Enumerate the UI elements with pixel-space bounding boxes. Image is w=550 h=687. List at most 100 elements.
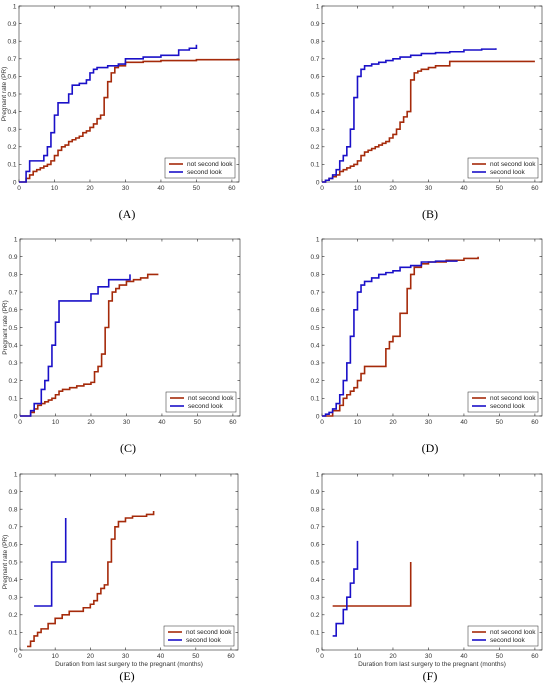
y-tick-label: 0.2: [8, 378, 17, 385]
x-tick-label: 20: [389, 653, 397, 660]
x-tick-label: 50: [496, 653, 504, 660]
legend-entry: second look: [188, 403, 223, 410]
x-tick-label: 0: [17, 185, 21, 192]
x-tick-label: 40: [460, 185, 468, 192]
y-tick-label: 0: [316, 413, 320, 420]
y-tick-label: 0.3: [310, 360, 319, 367]
x-tick-label: 0: [18, 419, 22, 426]
x-tick-label: 10: [354, 419, 362, 426]
y-tick-label: 0.6: [8, 307, 17, 314]
x-tick-label: 30: [425, 185, 433, 192]
y-tick-label: 0.1: [310, 162, 319, 169]
x-tick-label: 30: [122, 653, 130, 660]
x-tick-label: 60: [531, 653, 539, 660]
chart-panel-2: 00.10.20.30.40.50.60.70.80.910 10 20 30 40 50…: [310, 3, 543, 221]
legend-box: [467, 625, 539, 647]
legend-entry: not second look: [186, 629, 232, 636]
y-tick-label: 0.1: [310, 630, 319, 637]
y-tick-label: 0.3: [310, 127, 319, 134]
chart-panel-6: 00.10.20.30.40.50.60.70.80.910 10 20 30 40 50…: [310, 471, 543, 683]
x-axis-label: Duration from last surgery to the pregna…: [358, 661, 506, 668]
x-tick-label: 30: [425, 653, 433, 660]
x-tick-label: 10: [354, 185, 362, 192]
x-tick-label: 20: [86, 185, 94, 192]
legend-entry: not second look: [188, 395, 234, 402]
y-tick-label: 0.9: [310, 21, 319, 28]
x-tick-label: 0: [320, 653, 324, 660]
y-tick-label: 0.5: [7, 91, 16, 98]
legend-entry: second look: [490, 169, 525, 176]
y-tick-label: 0.6: [310, 542, 319, 549]
x-tick-label: 50: [496, 185, 504, 192]
x-tick-label: 40: [460, 419, 468, 426]
y-tick-label: 0.2: [310, 378, 319, 385]
panel-label: (C): [120, 441, 136, 455]
y-tick-label: 0.5: [8, 559, 17, 566]
series-line-second-look: [322, 48, 497, 183]
x-tick-label: 10: [52, 419, 60, 426]
panel-label: (E): [119, 669, 134, 683]
x-tick-label: 30: [122, 185, 130, 192]
y-tick-label: 0.9: [8, 489, 17, 496]
plot-frame: [18, 5, 240, 183]
x-tick-label: 40: [157, 653, 165, 660]
x-tick-label: 30: [425, 419, 433, 426]
series-line-second-look: [332, 540, 359, 637]
x-tick-label: 30: [123, 419, 131, 426]
x-tick-label: 60: [229, 419, 237, 426]
y-tick-label: 1: [316, 471, 320, 478]
y-tick-label: 0: [14, 647, 18, 654]
x-axis-label: Duration from last surgery to the pregna…: [55, 661, 203, 668]
series-line-second-look: [322, 260, 458, 417]
x-tick-label: 10: [51, 185, 59, 192]
plot-frame: [321, 473, 543, 651]
y-tick-label: 0.3: [8, 595, 17, 602]
legend-entry: second look: [490, 403, 525, 410]
y-tick-label: 0.3: [7, 127, 16, 134]
legend-entry: not second look: [187, 161, 233, 168]
legend-entry: not second look: [490, 161, 536, 168]
y-tick-label: 0.9: [310, 489, 319, 496]
x-tick-label: 60: [228, 185, 236, 192]
legend-entry: second look: [490, 637, 525, 644]
y-tick-label: 1: [316, 236, 320, 243]
y-tick-label: 0.4: [7, 109, 16, 116]
y-tick-label: 0.8: [7, 39, 16, 46]
y-tick-label: 0.9: [8, 254, 17, 261]
x-tick-label: 50: [193, 185, 201, 192]
y-tick-label: 1: [14, 471, 18, 478]
y-tick-label: 0.2: [7, 144, 16, 151]
y-tick-label: 0.8: [310, 39, 319, 46]
series-line-not-second-look: [19, 58, 240, 183]
chart-panel-4: 00.10.20.30.40.50.60.70.80.910 10 20 30 40 50…: [310, 236, 543, 455]
y-tick-label: 0.7: [310, 289, 319, 296]
y-tick-label: 0.7: [8, 289, 17, 296]
panel-label: (D): [422, 441, 439, 455]
y-tick-label: 0.1: [8, 396, 17, 403]
legend-entry: not second look: [490, 629, 536, 636]
y-tick-label: 0.5: [310, 91, 319, 98]
y-tick-label: 1: [14, 236, 18, 243]
x-tick-label: 40: [460, 653, 468, 660]
x-tick-label: 10: [52, 653, 60, 660]
legend-box: [467, 157, 539, 179]
y-tick-label: 0.3: [8, 360, 17, 367]
y-tick-label: 0.2: [310, 612, 319, 619]
panel-label: (F): [423, 669, 438, 683]
y-tick-label: 0.8: [310, 272, 319, 279]
legend-box: [467, 391, 539, 413]
series-line-second-look: [19, 44, 198, 183]
y-tick-label: 0.8: [8, 272, 17, 279]
x-tick-label: 0: [320, 419, 324, 426]
y-tick-label: 0.8: [310, 507, 319, 514]
y-tick-label: 0.6: [310, 307, 319, 314]
panel-label: (B): [422, 207, 438, 221]
x-tick-label: 0: [320, 185, 324, 192]
y-tick-label: 0.7: [310, 56, 319, 63]
y-axis-label: Pregnant rate (PR): [2, 300, 9, 355]
x-tick-label: 50: [496, 419, 504, 426]
